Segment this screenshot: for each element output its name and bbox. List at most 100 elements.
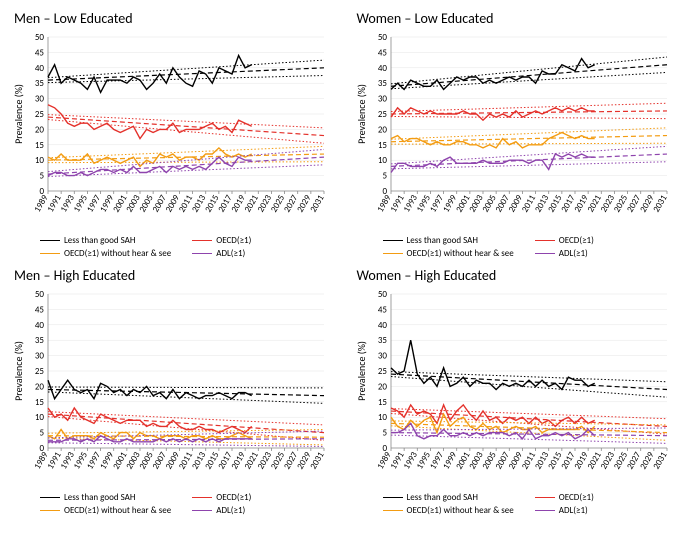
ci-oecd_nhs	[48, 162, 324, 163]
svg-text:20: 20	[377, 381, 387, 392]
svg-text:35: 35	[377, 335, 387, 346]
legend-label: OECD(≥1)	[216, 235, 251, 246]
legend-item-oecd: OECD(≥1)	[535, 235, 675, 246]
svg-text:10: 10	[35, 412, 45, 423]
legend-item-sah: Less than good SAH	[383, 235, 523, 246]
chart: 0510152025303540455019891991199319951997…	[353, 288, 673, 488]
svg-text:35: 35	[35, 78, 45, 89]
legend-item-oecd: OECD(≥1)	[192, 235, 332, 246]
legend-item-oecd_nhs: OECD(≥1) without hear & see	[40, 505, 180, 516]
ci-oecd	[391, 116, 667, 118]
ci-sah	[391, 57, 667, 84]
legend-item-oecd_nhs: OECD(≥1) without hear & see	[383, 505, 523, 516]
svg-text:2031: 2031	[308, 450, 327, 472]
legend-swatch	[535, 510, 555, 511]
series-adl	[391, 154, 595, 173]
svg-text:25: 25	[377, 109, 387, 120]
legend-label: ADL(≥1)	[559, 505, 588, 516]
legend-label: OECD(≥1)	[559, 492, 594, 503]
ci-sah	[48, 60, 324, 78]
panel-0: Men – Low Educated0510152025303540455019…	[10, 10, 333, 259]
svg-text:5: 5	[382, 428, 387, 439]
svg-text:10: 10	[35, 155, 45, 166]
ci-adl	[48, 443, 324, 447]
svg-text:40: 40	[377, 320, 387, 331]
ci-adl	[391, 146, 667, 164]
svg-text:5: 5	[382, 171, 387, 182]
svg-text:2031: 2031	[308, 193, 327, 215]
series-oecd	[48, 105, 252, 139]
legend-item-sah: Less than good SAH	[383, 492, 523, 503]
legend-item-oecd_nhs: OECD(≥1) without hear & see	[383, 248, 523, 259]
legend-item-oecd: OECD(≥1)	[192, 492, 332, 503]
chart: 0510152025303540455019891991199319951997…	[353, 31, 673, 231]
svg-text:2031: 2031	[650, 193, 669, 215]
legend: Less than good SAHOECD(≥1)OECD(≥1) witho…	[40, 492, 333, 516]
legend-label: ADL(≥1)	[559, 248, 588, 259]
svg-text:10: 10	[377, 155, 387, 166]
svg-text:35: 35	[377, 78, 387, 89]
svg-text:40: 40	[377, 63, 387, 74]
legend: Less than good SAH OECD(≥1) OECD(≥1) witho…	[383, 492, 676, 516]
ci-sah	[48, 387, 324, 388]
svg-text:Prevalence (%): Prevalence (%)	[12, 341, 25, 401]
legend-label: OECD(≥1) without hear & see	[64, 248, 171, 259]
legend-item-adl: ADL(≥1)	[535, 505, 675, 516]
svg-text:2031: 2031	[650, 450, 669, 472]
svg-text:45: 45	[35, 304, 45, 315]
figure-grid: Men – Low Educated0510152025303540455019…	[10, 10, 675, 516]
legend: Less than good SAH OECD(≥1) OECD(≥1) witho…	[383, 235, 676, 259]
legend-label: Less than good SAH	[407, 235, 478, 246]
legend-swatch	[535, 240, 555, 241]
panel-title: Men – Low Educated	[14, 10, 333, 27]
legend-label: Less than good SAH	[64, 235, 135, 246]
panel-3: Women – High Educated0510152025303540455…	[353, 267, 676, 516]
ci-oecd	[391, 103, 667, 111]
legend-swatch	[383, 510, 403, 511]
legend-item-sah: Less than good SAH	[40, 235, 180, 246]
series-sah	[48, 56, 252, 93]
svg-text:30: 30	[377, 351, 387, 362]
legend-swatch	[192, 510, 212, 511]
legend-swatch	[192, 240, 212, 241]
trend-sah	[48, 68, 324, 80]
legend-label: OECD(≥1)	[216, 492, 251, 503]
legend: Less than good SAH OECD(≥1) OECD(≥1) witho…	[40, 235, 333, 259]
ci-oecd	[48, 120, 324, 144]
legend-item-adl: ADL(≥1)	[192, 505, 332, 516]
svg-text:20: 20	[35, 124, 45, 135]
legend-label: OECD(≥1) without hear & see	[407, 505, 514, 516]
panel-2: Men – High Educated051015202530354045501…	[10, 267, 333, 516]
legend-swatch	[383, 253, 403, 254]
legend-label: OECD(≥1) without hear & see	[407, 248, 514, 259]
ci-sah	[391, 72, 667, 88]
legend-item-adl: ADL(≥1)	[535, 248, 675, 259]
panel-title: Women – Low Educated	[357, 10, 676, 27]
svg-text:20: 20	[35, 381, 45, 392]
svg-text:5: 5	[39, 428, 44, 439]
svg-text:15: 15	[35, 397, 45, 408]
legend-swatch	[192, 497, 212, 498]
svg-text:45: 45	[377, 47, 387, 58]
legend-swatch	[40, 510, 60, 511]
panel-1: Women – Low Educated05101520253035404550…	[353, 10, 676, 259]
svg-text:40: 40	[35, 320, 45, 331]
svg-text:Prevalence (%): Prevalence (%)	[12, 84, 25, 144]
legend-label: OECD(≥1) without hear & see	[64, 505, 171, 516]
legend-swatch	[535, 253, 555, 254]
legend-swatch	[535, 497, 555, 498]
svg-text:40: 40	[35, 63, 45, 74]
svg-text:45: 45	[35, 47, 45, 58]
trend-sah	[391, 374, 667, 389]
svg-text:50: 50	[377, 32, 387, 43]
chart: 0510152025303540455019891991199319951997…	[10, 288, 330, 488]
legend-swatch	[40, 497, 60, 498]
legend-label: Less than good SAH	[407, 492, 478, 503]
legend-swatch	[192, 253, 212, 254]
trend-oecd_nhs	[391, 136, 667, 142]
panel-title: Men – High Educated	[14, 267, 333, 284]
svg-text:30: 30	[35, 351, 45, 362]
legend-swatch	[40, 240, 60, 241]
svg-text:10: 10	[377, 412, 387, 423]
ci-adl	[48, 149, 324, 171]
